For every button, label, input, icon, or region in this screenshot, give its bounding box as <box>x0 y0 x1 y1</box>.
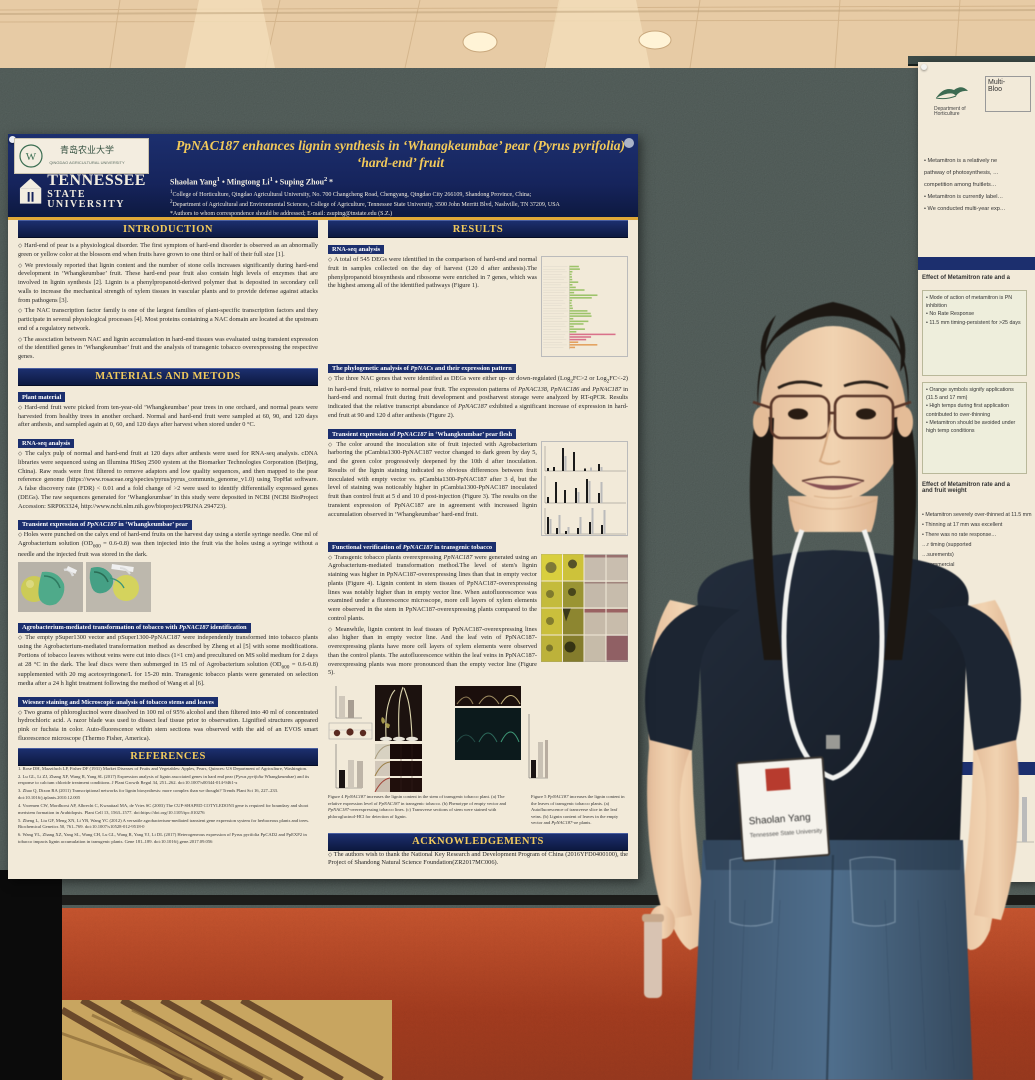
svg-text:W: W <box>25 151 36 163</box>
svg-text:Horticulture: Horticulture <box>934 111 960 116</box>
svg-text:青岛农业大学: 青岛农业大学 <box>59 144 113 155</box>
svg-text:QINGDAO AGRICULTURAL UNIVERSIT: QINGDAO AGRICULTURAL UNIVERSITY <box>49 160 125 165</box>
